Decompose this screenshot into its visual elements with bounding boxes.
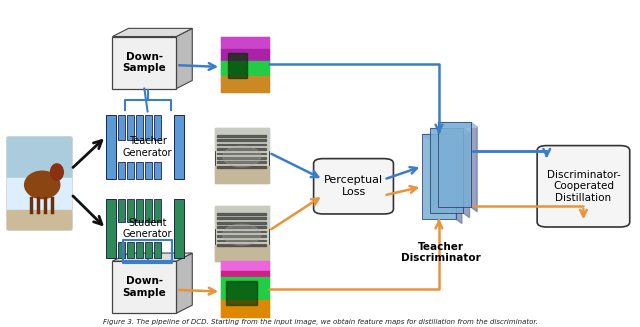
FancyBboxPatch shape: [145, 242, 152, 258]
Ellipse shape: [51, 164, 63, 180]
FancyBboxPatch shape: [174, 115, 184, 180]
FancyBboxPatch shape: [154, 242, 161, 258]
FancyBboxPatch shape: [136, 199, 143, 222]
FancyBboxPatch shape: [127, 162, 134, 180]
FancyBboxPatch shape: [7, 137, 71, 229]
Polygon shape: [471, 123, 477, 212]
FancyBboxPatch shape: [145, 199, 152, 222]
Text: Student
Generator: Student Generator: [123, 218, 172, 239]
Polygon shape: [176, 28, 192, 89]
FancyBboxPatch shape: [127, 115, 134, 140]
FancyBboxPatch shape: [127, 199, 134, 222]
FancyBboxPatch shape: [136, 162, 143, 180]
Text: Down-
Sample: Down- Sample: [122, 52, 166, 73]
FancyBboxPatch shape: [136, 115, 143, 140]
FancyBboxPatch shape: [174, 199, 184, 258]
FancyBboxPatch shape: [145, 115, 152, 140]
Text: Down-
Sample: Down- Sample: [122, 276, 166, 298]
FancyBboxPatch shape: [438, 123, 471, 207]
Text: Teacher
Generator: Teacher Generator: [123, 136, 172, 158]
Polygon shape: [438, 123, 477, 127]
FancyBboxPatch shape: [106, 115, 116, 180]
FancyBboxPatch shape: [118, 115, 125, 140]
FancyBboxPatch shape: [537, 146, 630, 227]
FancyBboxPatch shape: [221, 261, 269, 317]
FancyBboxPatch shape: [113, 37, 176, 89]
FancyBboxPatch shape: [118, 242, 125, 258]
FancyBboxPatch shape: [145, 162, 152, 180]
Polygon shape: [113, 253, 192, 261]
FancyBboxPatch shape: [430, 128, 463, 213]
Ellipse shape: [25, 171, 60, 198]
Ellipse shape: [223, 224, 260, 245]
Polygon shape: [430, 128, 470, 133]
FancyBboxPatch shape: [314, 159, 394, 214]
FancyBboxPatch shape: [221, 37, 269, 92]
Text: Perceptual
Loss: Perceptual Loss: [324, 176, 383, 197]
FancyBboxPatch shape: [214, 128, 269, 183]
Polygon shape: [228, 53, 247, 78]
Text: Discriminator-
Cooperated
Distillation: Discriminator- Cooperated Distillation: [547, 170, 620, 203]
Text: Teacher
Discriminator: Teacher Discriminator: [401, 242, 481, 263]
FancyBboxPatch shape: [422, 134, 456, 219]
FancyBboxPatch shape: [127, 242, 134, 258]
FancyBboxPatch shape: [154, 162, 161, 180]
FancyBboxPatch shape: [118, 199, 125, 222]
Polygon shape: [113, 28, 192, 37]
Polygon shape: [463, 128, 470, 218]
Polygon shape: [456, 134, 462, 224]
Text: Figure 3. The pipeline of DCD. Starting from the input image, we obtain feature : Figure 3. The pipeline of DCD. Starting …: [102, 319, 538, 325]
FancyBboxPatch shape: [154, 115, 161, 140]
Polygon shape: [422, 134, 462, 139]
FancyBboxPatch shape: [113, 261, 176, 313]
FancyBboxPatch shape: [154, 199, 161, 222]
FancyBboxPatch shape: [136, 242, 143, 258]
Polygon shape: [226, 281, 257, 305]
FancyBboxPatch shape: [118, 162, 125, 180]
Polygon shape: [176, 253, 192, 313]
FancyBboxPatch shape: [214, 206, 269, 261]
Ellipse shape: [223, 146, 260, 167]
FancyBboxPatch shape: [106, 199, 116, 258]
